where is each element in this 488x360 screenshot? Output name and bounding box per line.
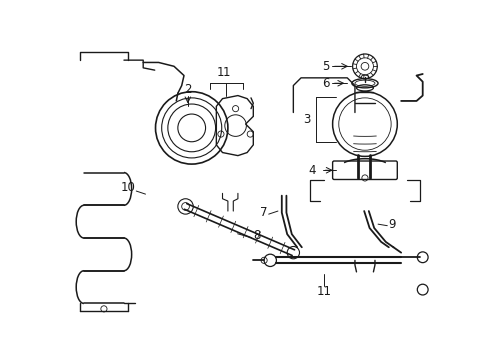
Text: 1: 1 (216, 66, 224, 79)
Text: 6: 6 (321, 77, 329, 90)
Text: 11: 11 (316, 285, 331, 298)
Text: 8: 8 (253, 229, 260, 242)
Text: 2: 2 (183, 83, 191, 96)
Text: 9: 9 (387, 218, 395, 231)
Text: 5: 5 (321, 60, 329, 73)
Text: 10: 10 (121, 181, 136, 194)
Text: 1: 1 (222, 66, 230, 79)
Text: 3: 3 (303, 113, 310, 126)
Text: 7: 7 (260, 206, 267, 219)
Text: 4: 4 (308, 164, 316, 177)
